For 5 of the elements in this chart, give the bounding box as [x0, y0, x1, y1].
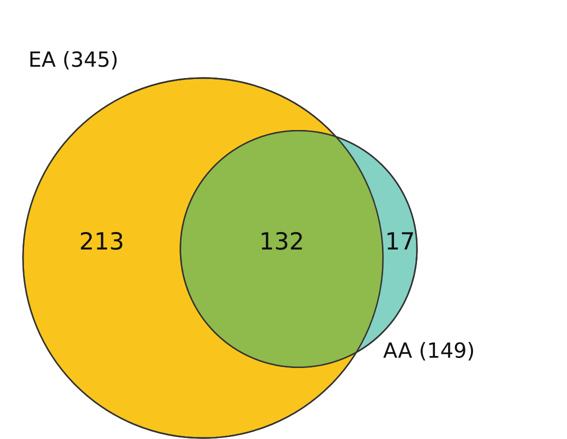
data-label: 213	[80, 232, 122, 250]
text: EA (345)	[30, 50, 117, 70]
text: AA (149)	[383, 342, 474, 360]
data-label: 132	[262, 232, 302, 250]
data-label: 17	[388, 232, 414, 250]
